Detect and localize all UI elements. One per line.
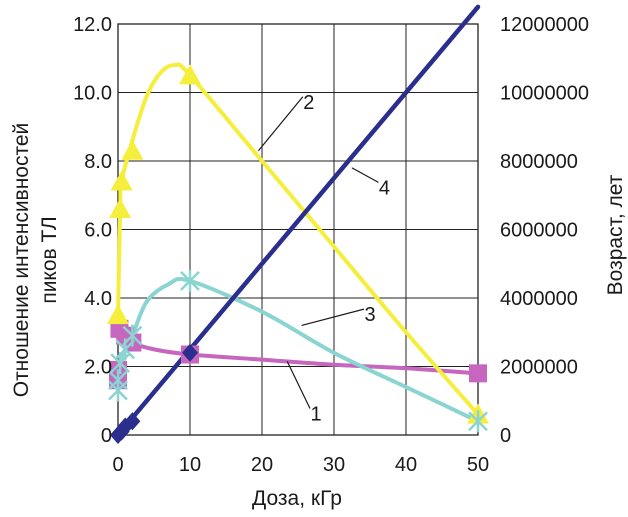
x-tick-label: 0 (112, 454, 123, 476)
annotation-layer: 1 2 3 4 (257, 92, 390, 425)
y-left-tick-label: 6.0 (84, 220, 112, 242)
y-left-tick-label: 8.0 (84, 151, 112, 173)
y-right-tick-label: 0 (500, 425, 511, 447)
y-right-tick-label: 8000000 (500, 151, 578, 173)
series-4-point (113, 422, 130, 441)
series-2-point (107, 304, 129, 325)
annotation-leader (301, 308, 365, 326)
y-left-tick-label: 12.0 (73, 14, 112, 36)
series-2-point (110, 170, 133, 191)
series-2-point (109, 197, 132, 218)
annotation-leader (286, 361, 311, 409)
y-axis-right-label: Возраст, лет (604, 174, 627, 295)
series-2-point (121, 139, 144, 160)
y-right-tick-label: 10000000 (500, 83, 589, 105)
annotation-leader (257, 96, 304, 152)
series-2-point (179, 64, 201, 85)
y-right-tick-label: 2000000 (500, 357, 578, 379)
x-tick-label: 50 (467, 454, 489, 476)
series-4-point (182, 343, 198, 362)
series-4-point (124, 412, 141, 431)
x-tick-label: 30 (323, 454, 345, 476)
series-3-point (180, 269, 200, 292)
series-3-point (108, 369, 128, 392)
y-left-tick-label: 2.0 (84, 357, 112, 379)
y-right-tick-label: 4000000 (500, 288, 578, 310)
y-left-tick-label: 0 (101, 425, 112, 447)
series-3-point (122, 324, 143, 347)
series-4-annotation: 4 (379, 177, 390, 199)
x-tick-label: 40 (395, 454, 417, 476)
series-4-line (115, 4, 481, 438)
series-2-annotation: 2 (303, 92, 314, 114)
series-1-point (469, 364, 487, 383)
x-axis-label: Доза, кГр (252, 487, 342, 510)
y-left-tick-label: 4.0 (84, 288, 112, 310)
y-axis-left-label-line-1: Отношение интенсивностей (10, 123, 33, 398)
marker-layer (107, 64, 489, 444)
y-right-tick-label: 6000000 (500, 220, 578, 242)
y-right-tick-label: 12000000 (500, 14, 589, 36)
y-axis-left-label-line-2: пиков ТЛ (38, 216, 61, 303)
series-layer (115, 4, 481, 438)
series-3-annotation: 3 (364, 304, 375, 326)
series-1-annotation: 1 (310, 403, 321, 425)
annotation-leader (351, 167, 379, 183)
tick-layer: 0 10 20 30 40 50 0 2.0 4.0 6.0 8.0 10.0 12.0 0 2000000… (73, 14, 589, 476)
y-left-tick-label: 10.0 (73, 83, 112, 105)
series-3-point (468, 410, 488, 433)
x-tick-label: 20 (251, 454, 273, 476)
x-tick-label: 10 (179, 454, 201, 476)
